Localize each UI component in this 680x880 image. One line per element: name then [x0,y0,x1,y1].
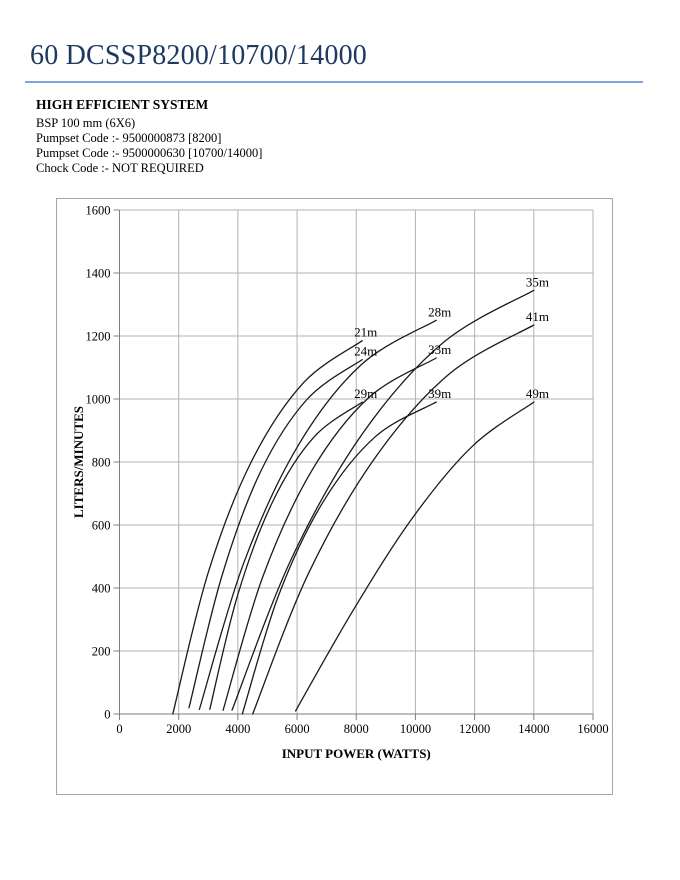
x-tick-label: 14000 [518,722,549,736]
info-block: HIGH EFFICIENT SYSTEM BSP 100 mm (6X6) P… [36,97,536,176]
curve-49m [294,401,535,712]
axis-titles: INPUT POWER (WATTS) LITERS/MINUTES [71,406,431,761]
y-tick-label: 200 [92,645,111,659]
info-line-pumpset-code-10700-14000: Pumpset Code :- 9500000630 [10700/14000] [36,146,263,160]
info-line-chock-code: Chock Code :- NOT REQUIRED [36,161,204,175]
curve-label-29m: 29m [354,386,377,401]
tick-labels: 0 2000 4000 6000 8000 10000 12000 14000 16000 0 20… [86,204,609,737]
y-tick-label: 0 [104,708,110,722]
info-line-bsp: BSP 100 mm (6X6) [36,116,136,130]
y-tick-label: 1000 [86,393,111,407]
curve-39m [241,401,437,715]
x-tick-label: 0 [116,722,122,736]
y-tick-label: 1600 [86,204,111,218]
curve-35m [231,289,535,711]
x-tick-label: 4000 [225,722,250,736]
x-axis-title: INPUT POWER (WATTS) [282,746,431,761]
curve-24m [188,358,363,709]
x-tick-label: 12000 [459,722,490,736]
curve-label-41m: 41m [526,309,549,324]
y-tick-label: 800 [92,456,111,470]
curve-label-28m: 28m [428,304,451,319]
x-tick-label: 6000 [285,722,310,736]
curve-28m [198,319,437,710]
title-underline-rule [25,81,643,83]
curve-label-39m: 39m [428,386,451,401]
x-tick-label: 2000 [166,722,191,736]
curve-label-49m: 49m [526,386,549,401]
page-title: 60 DCSSP8200/10700/14000 [30,40,367,71]
info-line-pumpset-code-8200: Pumpset Code :- 9500000873 [8200] [36,131,222,145]
x-tick-label: 8000 [344,722,369,736]
pump-performance-chart: 0 2000 4000 6000 8000 10000 12000 14000 16000 0 20… [71,204,609,762]
curve-33m [222,357,437,711]
y-axis-title: LITERS/MINUTES [71,406,86,518]
x-tick-label: 10000 [400,722,431,736]
curve-label-33m: 33m [428,342,451,357]
curves [172,289,535,715]
gridlines [119,209,594,714]
curve-label-21m: 21m [354,325,377,340]
curve-41m [252,324,535,715]
y-tick-label: 1200 [86,330,111,344]
curve-29m [209,401,363,710]
y-tick-label: 1400 [86,267,111,281]
curve-labels: 21m 24m 28m 29m 33m 35m 39m 41m 49m [354,274,549,401]
curve-21m [172,340,363,715]
chart-frame: 0 2000 4000 6000 8000 10000 12000 14000 16000 0 20… [56,198,613,795]
x-tick-label: 16000 [577,722,608,736]
info-heading: HIGH EFFICIENT SYSTEM [36,97,209,112]
y-tick-label: 600 [92,519,111,533]
y-tick-label: 400 [92,582,111,596]
axes [113,209,594,720]
curve-label-24m: 24m [354,344,377,359]
curve-label-35m: 35m [526,274,549,289]
